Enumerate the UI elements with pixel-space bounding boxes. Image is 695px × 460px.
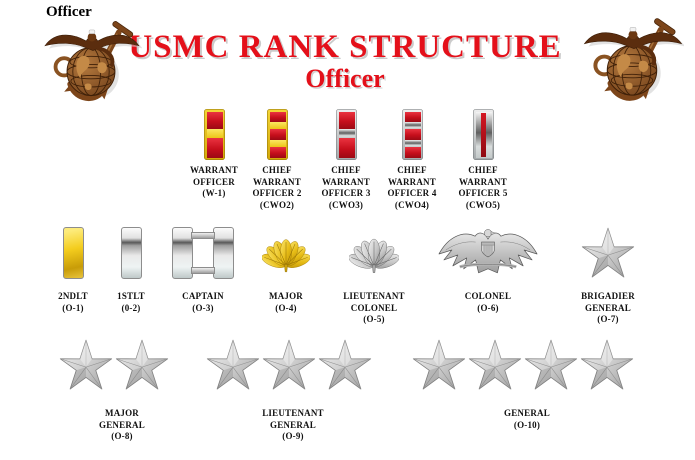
rank-label-w1: WARRANT OFFICER (W-1): [190, 165, 238, 198]
silver-star-icon: [115, 339, 169, 390]
rank-label-o7: BRIGADIER GENERAL (O-7): [581, 291, 635, 324]
insignia-warrant-officer-w1: [204, 109, 225, 160]
globe-icon: [606, 45, 658, 96]
insignia-cwo2: [267, 109, 288, 160]
eagle-head: [484, 229, 492, 238]
rank-label-o6: COLONEL (O-6): [464, 291, 512, 313]
insignia-cwo5: [473, 109, 494, 160]
corner-label: Officer: [46, 4, 92, 20]
silver-star-icon: [318, 339, 372, 390]
rank-label-o9: LIEUTENANT GENERAL (O-9): [262, 408, 324, 441]
page-subtitle: Officer: [305, 64, 385, 93]
insignia-major-general-stars: [59, 339, 169, 391]
scarlet-center-stripe: [481, 112, 486, 157]
rank-label-o1: 2NDLT (O-1): [58, 291, 88, 313]
insignia-cwo4: [402, 109, 423, 160]
silver-star-icon: [580, 339, 634, 390]
silver-star-icon: [206, 339, 260, 390]
colonel-eagle-icon: [438, 229, 538, 274]
rank-label-o3: CAPTAIN (O-3): [182, 291, 224, 313]
insignia-2ndlt-gold-bar: [63, 227, 84, 279]
silver-star-icon: [59, 339, 113, 390]
silver-star-icon: [262, 339, 316, 390]
eagle-globe-anchor-emblem-left: [44, 21, 142, 102]
rank-label-o8: MAJOR GENERAL (O-8): [99, 408, 145, 441]
scarlet-block: [206, 111, 223, 130]
rank-label-cwo5: CHIEF WARRANT OFFICER 5 (CWO5): [458, 165, 508, 210]
silver-star-icon: [524, 339, 578, 390]
silver-oak-leaf-icon: [349, 238, 399, 273]
silver-star-icon: [468, 339, 522, 390]
scarlet-block: [206, 137, 223, 158]
rank-label-o10: GENERAL (O-10): [504, 408, 550, 430]
rank-label-o5: LIEUTENANT COLONEL (O-5): [343, 291, 405, 324]
insignia-brigadier-general-star: [581, 227, 635, 279]
rank-label-o2: 1STLT (0-2): [117, 291, 145, 313]
rank-label-o4: MAJOR (O-4): [269, 291, 303, 313]
gold-oak-leaf-icon: [262, 239, 310, 273]
globe-continents: [76, 55, 107, 91]
gold-stripe: [206, 129, 223, 138]
globe-icon: [66, 47, 116, 97]
silver-star-icon: [581, 227, 635, 278]
eagle-icon: [583, 27, 683, 66]
insignia-cwo3: [336, 109, 357, 160]
insignia-general-stars: [412, 339, 634, 391]
page-title: USMC RANK STRUCTURE: [128, 29, 562, 65]
insignia-1stlt-silver-bar: [121, 227, 142, 279]
eagle-icon: [44, 29, 140, 67]
insignia-captain-double-bars: [172, 227, 234, 279]
rank-label-cwo3: CHIEF WARRANT OFFICER 3 (CWO3): [321, 165, 371, 210]
rank-label-cwo4: CHIEF WARRANT OFFICER 4 (CWO4): [387, 165, 437, 210]
silver-star-icon: [412, 339, 466, 390]
eagle-globe-anchor-emblem-right: [583, 18, 684, 101]
rank-label-cwo2: CHIEF WARRANT OFFICER 2 (CWO2): [252, 165, 302, 210]
eagle-shield: [481, 241, 495, 258]
insignia-lieutenant-general-stars: [206, 339, 372, 391]
